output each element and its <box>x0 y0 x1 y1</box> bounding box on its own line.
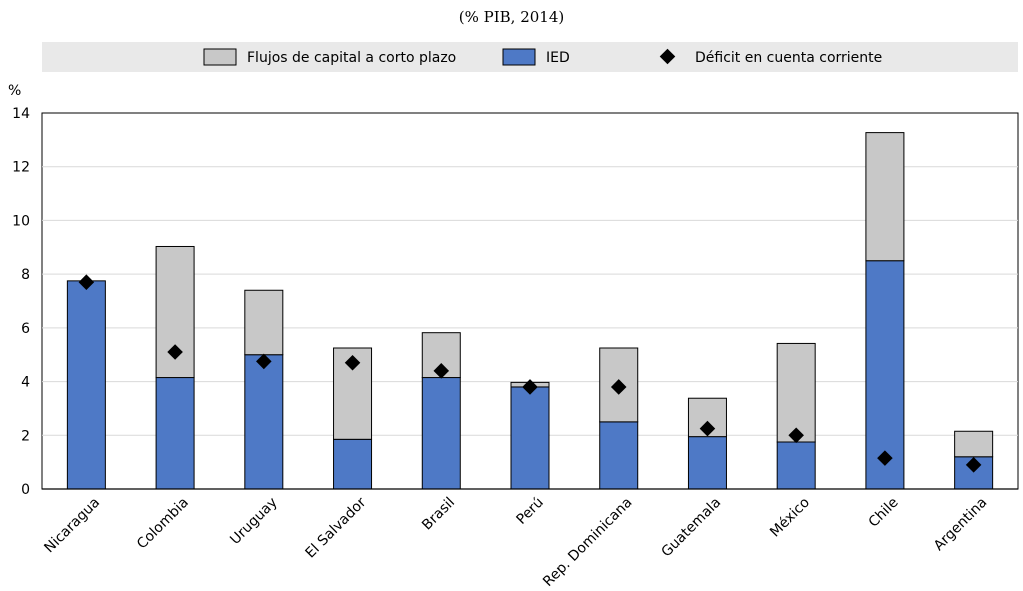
x-tick-label: México <box>767 495 813 541</box>
legend-swatch-short-term <box>203 48 237 66</box>
bar-fdi <box>687 436 727 490</box>
x-tick-label: Colombia <box>134 495 192 553</box>
y-axis: 0 2 4 6 8 10 12 14 <box>12 106 30 498</box>
x-tick-label: Perú <box>513 495 546 528</box>
x-axis: Nicaragua Colombia Uruguay El Salvador Brasi… <box>41 494 990 590</box>
bar-fdi <box>333 438 373 490</box>
legend-label-short-term: Flujos de capital a corto plazo <box>247 50 456 66</box>
bar-short-term <box>776 342 816 443</box>
x-tick-label: Nicaragua <box>41 495 103 557</box>
bars <box>66 132 994 490</box>
y-tick-label: 10 <box>12 213 30 229</box>
x-tick-label: Uruguay <box>227 495 280 548</box>
y-tick-label: 2 <box>21 428 30 444</box>
bar-short-term <box>954 430 994 458</box>
chart-subtitle: (% PIB, 2014) <box>458 8 565 26</box>
bar-fdi <box>421 377 461 490</box>
x-tick-label: Guatemala <box>658 495 724 561</box>
bar-short-term <box>865 132 905 262</box>
legend-label-fdi: IED <box>546 50 570 66</box>
legend-swatch-fdi <box>502 48 536 66</box>
legend-label-deficit: Déficit en cuenta corriente <box>695 50 882 66</box>
bar-fdi <box>510 386 550 490</box>
legend-marker-deficit <box>659 48 676 65</box>
y-tick-label: 6 <box>21 321 30 337</box>
marker-deficit <box>167 344 183 360</box>
x-tick-label: Chile <box>866 495 902 531</box>
bar-short-term <box>599 347 639 423</box>
bar-fdi <box>66 280 106 490</box>
bar-short-term <box>244 289 284 356</box>
x-tick-label: El Salvador <box>302 494 369 561</box>
y-tick-label: 0 <box>21 482 30 498</box>
y-tick-label: 12 <box>12 160 30 176</box>
x-tick-label: Brasil <box>419 495 458 534</box>
bar-fdi <box>244 354 284 490</box>
x-tick-label: Argentina <box>931 495 991 555</box>
x-tick-label: Rep. Dominicana <box>540 495 635 590</box>
y-tick-label: 8 <box>21 267 30 283</box>
bar-fdi <box>776 441 816 490</box>
y-tick-label: 14 <box>12 106 30 122</box>
bar-fdi <box>155 377 195 490</box>
legend: Flujos de capital a corto plazo IED Défi… <box>203 48 882 66</box>
bar-fdi <box>599 421 639 490</box>
y-tick-label: 4 <box>21 375 30 391</box>
grid <box>42 166 1018 436</box>
y-axis-unit: % <box>8 83 21 99</box>
